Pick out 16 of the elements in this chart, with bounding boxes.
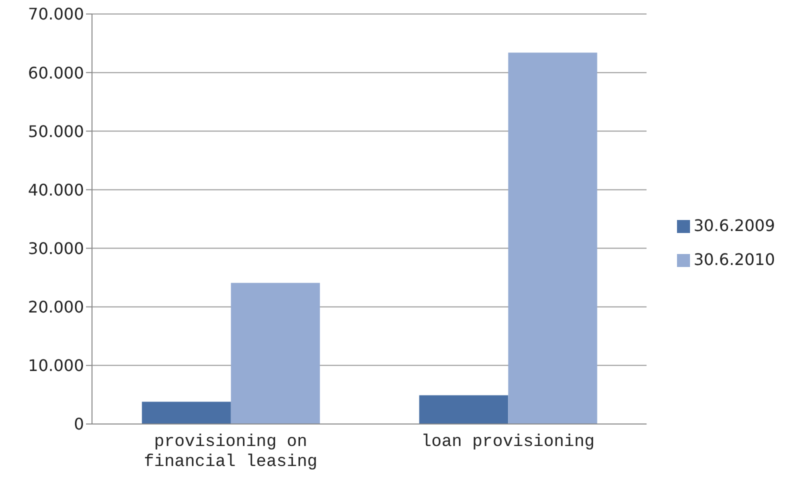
y-tick-label: 30.000 — [28, 238, 84, 258]
bar — [419, 395, 508, 424]
legend-label: 30.6.2010 — [694, 250, 775, 269]
y-tick-label: 60.000 — [28, 63, 84, 82]
y-tick-label: 40.000 — [28, 180, 84, 200]
bar — [508, 52, 598, 424]
y-tick-label: 0 — [74, 414, 84, 434]
bar — [142, 402, 231, 424]
legend-label: 30.6.2009 — [694, 216, 775, 235]
y-tick-label: 50.000 — [28, 122, 84, 141]
x-tick-label: loan provisioning — [421, 433, 595, 452]
x-tick-label: provisioning on financial leasing — [144, 433, 318, 472]
y-tick-label: 20.000 — [28, 298, 84, 317]
y-tick-label: 70.000 — [28, 4, 84, 24]
bar — [230, 282, 320, 424]
y-tick-label: 10.000 — [28, 356, 84, 376]
